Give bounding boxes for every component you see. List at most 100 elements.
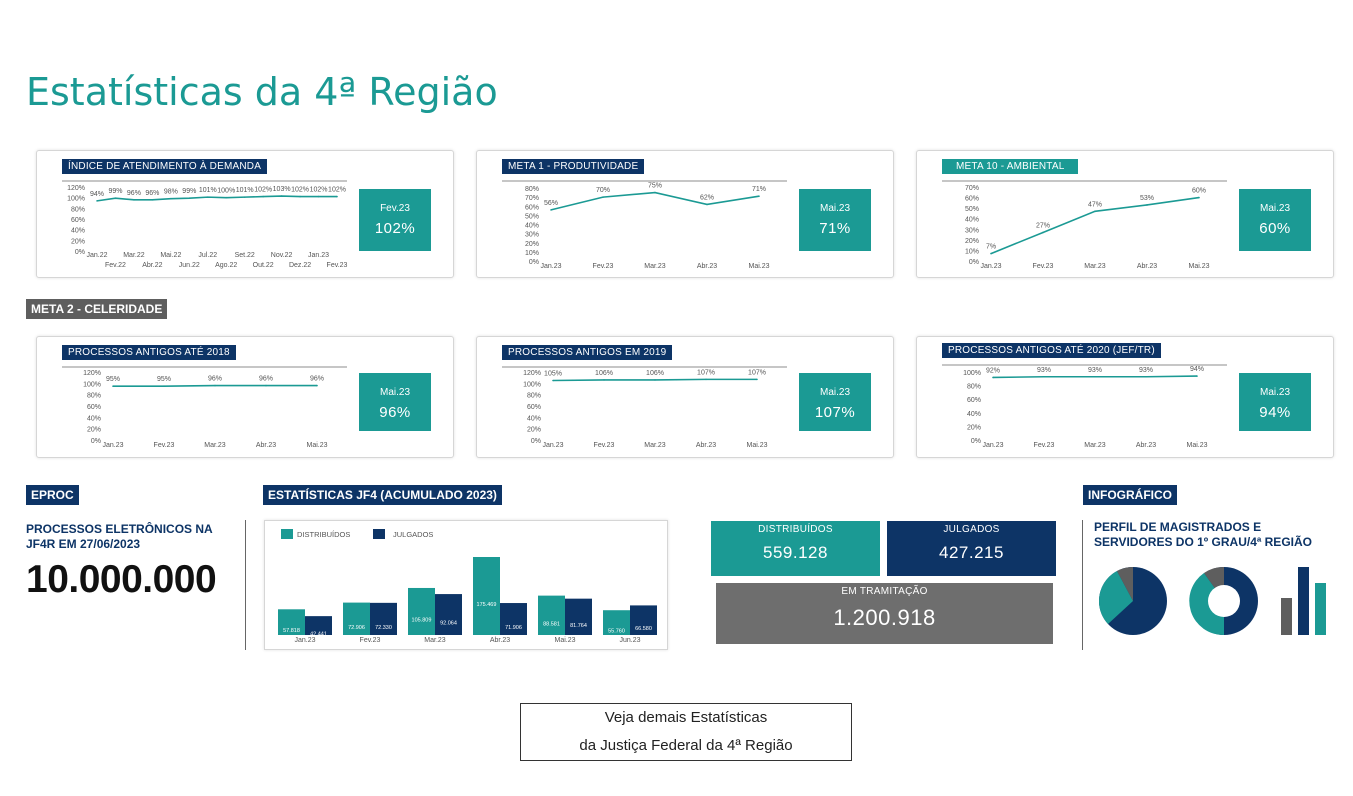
- y-tick-label: 20%: [525, 241, 539, 248]
- distribuidos-label: DISTRIBUÍDOS: [758, 524, 833, 535]
- data-point: [1145, 375, 1147, 378]
- meta1-card[interactable]: META 1 - PRODUTIVIDADE 80% 70% 60% 50% 40% 30…: [476, 150, 894, 278]
- y-tick-label: 10%: [525, 250, 539, 257]
- x-tick-label: Jan.23: [102, 442, 123, 449]
- x-tick-label: Mar.22: [123, 252, 145, 259]
- data-label: 107%: [748, 369, 766, 376]
- y-tick-label: 10%: [965, 248, 979, 255]
- bar-distribuidos: [343, 602, 370, 635]
- bar-julgados: [500, 603, 527, 635]
- meta1-chart: 80% 70% 60% 50% 40% 30% 20% 10% 0% 56% 70% 75% 62% 71…: [502, 180, 787, 270]
- data-label: 56%: [544, 200, 558, 207]
- more-statistics-link[interactable]: Veja demais Estatísticas da Justiça Fede…: [520, 703, 852, 761]
- y-tick-label: 30%: [525, 232, 539, 239]
- y-tick-label: 80%: [87, 393, 101, 400]
- bar-distribuidos: [278, 609, 305, 635]
- y-tick-label: 40%: [967, 411, 981, 418]
- antigos-2020-card[interactable]: PROCESSOS ANTIGOS ATÉ 2020 (JEF/TR) 100%…: [916, 336, 1334, 458]
- x-tick-label: Jun.23: [619, 637, 640, 644]
- x-tick-label: Jan.23: [982, 442, 1003, 449]
- y-tick-label: 80%: [525, 186, 539, 193]
- y-tick-label: 0%: [531, 438, 541, 445]
- data-point: [603, 379, 605, 381]
- y-tick-label: 80%: [71, 206, 85, 213]
- data-label: 93%: [1037, 367, 1051, 374]
- x-tick-label: Mar.23: [424, 637, 446, 644]
- data-point: [317, 195, 320, 198]
- x-tick-label: Set.22: [235, 252, 255, 259]
- y-tick-label: 120%: [523, 370, 541, 377]
- bar-value-label: 57.818: [283, 628, 300, 634]
- data-point: [225, 196, 228, 199]
- bar-icon: [1281, 567, 1326, 635]
- data-point: [243, 196, 246, 198]
- data-label: 95%: [106, 376, 120, 383]
- data-label: 93%: [1139, 367, 1153, 374]
- kpi-box: Mai.23 107%: [799, 373, 871, 431]
- y-tick-label: 50%: [525, 213, 539, 220]
- data-label: 7%: [986, 244, 996, 251]
- data-label: 107%: [697, 369, 715, 376]
- meta10-card[interactable]: META 10 - AMBIENTAL 70% 60% 50% 40% 30% 20% 10…: [916, 150, 1334, 278]
- data-point: [151, 199, 154, 201]
- kpi-box: Fev.23 102%: [359, 189, 431, 251]
- bar-value-label: 92.064: [440, 621, 457, 627]
- distribuidos-box: DISTRIBUÍDOS 559.128: [711, 521, 880, 576]
- meta2-section-label: META 2 - CELERIDADE: [26, 299, 168, 319]
- x-tick-label: Mai.23: [746, 442, 767, 449]
- data-point: [206, 196, 209, 198]
- infografico-thumbnail[interactable]: [1094, 560, 1339, 642]
- data-point: [1198, 196, 1200, 199]
- y-tick-label: 20%: [965, 238, 979, 245]
- kpi-period: Mai.23: [819, 203, 850, 214]
- kpi-period: Mai.23: [1259, 387, 1290, 398]
- meta10-chart: 70% 60% 50% 40% 30% 20% 10% 0% 7% 27% 47% 53% 60% Jan…: [942, 180, 1227, 270]
- data-point: [654, 379, 656, 381]
- antigos-2018-card[interactable]: PROCESSOS ANTIGOS ATÉ 2018 120% 100% 80% 60…: [36, 336, 454, 458]
- indice-atendimento-card[interactable]: ÍNDICE DE ATENDIMENTO À DEMANDA 120% 100%…: [36, 150, 454, 278]
- bar-julgados: [435, 594, 462, 635]
- tramitacao-box: EM TRAMITAÇÃO 1.200.918: [716, 583, 1053, 644]
- bar-value-label: 72.330: [375, 625, 392, 631]
- data-label: 105%: [544, 371, 562, 378]
- infografico-caption: PERFIL DE MAGISTRADOS E SERVIDORES DO 1º…: [1094, 520, 1312, 549]
- y-tick-label: 60%: [965, 196, 979, 203]
- data-point: [280, 195, 283, 197]
- data-label: 96%: [208, 376, 222, 383]
- data-label: 96%: [310, 376, 324, 383]
- y-tick-label: 0%: [91, 438, 101, 445]
- x-tick-label: Fev.23: [594, 442, 615, 449]
- card-title: META 10 - AMBIENTAL: [942, 159, 1079, 174]
- x-tick-label: Fev.23: [593, 263, 614, 270]
- data-label: 70%: [596, 187, 610, 194]
- x-tick-label: Jun.22: [179, 262, 200, 269]
- kpi-value: 71%: [819, 220, 851, 237]
- bar-julgados: [630, 605, 657, 635]
- data-label: 93%: [1088, 367, 1102, 374]
- bar-value-label: 72.906: [348, 625, 365, 631]
- bar-value-label: 81.764: [570, 623, 587, 629]
- tramitacao-value: 1.200.918: [833, 605, 936, 630]
- donut-icon: [1189, 566, 1258, 636]
- data-point: [336, 195, 338, 198]
- y-tick-label: 100%: [963, 370, 981, 377]
- antigos-2019-card[interactable]: PROCESSOS ANTIGOS EM 2019 120% 100% 80% 60%…: [476, 336, 894, 458]
- y-tick-label: 100%: [67, 196, 85, 203]
- bar-distribuidos: [408, 587, 435, 635]
- data-point: [214, 384, 216, 387]
- data-point: [1146, 204, 1148, 206]
- data-point: [170, 197, 172, 200]
- x-tick-label: Abr.23: [1137, 263, 1157, 270]
- data-label: 103%: [273, 186, 291, 193]
- x-tick-label: Jan.22: [86, 252, 107, 259]
- data-label: 53%: [1140, 195, 1154, 202]
- data-label: 94%: [90, 191, 104, 198]
- kpi-box: Mai.23 94%: [1239, 373, 1311, 431]
- data-point: [188, 197, 191, 199]
- estatisticas-bar-card[interactable]: DISTRIBUÍDOS JULGADOS 57.818 42.441 Jan.23 72…: [264, 520, 668, 650]
- bar-value-label: 66.580: [635, 626, 652, 632]
- legend-swatch-julgados: [373, 529, 385, 539]
- pie-icon: [1099, 567, 1167, 635]
- x-tick-label: Dez.22: [289, 262, 311, 269]
